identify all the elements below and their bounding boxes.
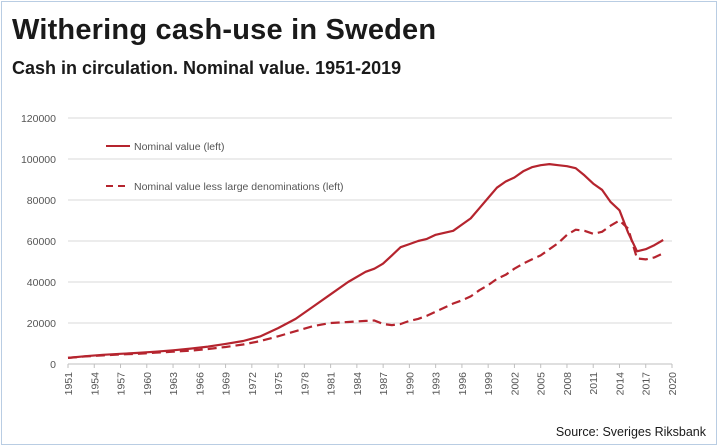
x-tick-label: 1990: [404, 372, 416, 396]
y-tick-label: 80000: [27, 195, 56, 207]
x-tick-label: 1972: [247, 372, 259, 396]
x-tick-label: 1984: [352, 372, 364, 396]
series-lines: [67, 163, 664, 359]
y-tick-label: 0: [50, 359, 56, 371]
x-tick-label: 2020: [667, 372, 679, 396]
series-line-less-large: [67, 219, 664, 359]
x-tick-label: 1999: [483, 372, 495, 396]
legend-label: Nominal value less large denominations (…: [134, 181, 344, 193]
x-tick-label: 1954: [89, 372, 101, 396]
chart-subtitle: Cash in circulation. Nominal value. 1951…: [12, 58, 402, 78]
x-tick-label: 1996: [457, 372, 469, 396]
y-tick-label: 100000: [21, 154, 56, 166]
legend-label: Nominal value (left): [134, 141, 224, 153]
y-axis-ticks: 0 20000 40000 60000 80000 100000 120000: [21, 113, 56, 371]
x-tick-label: 1957: [116, 372, 128, 396]
x-tick-label: 1975: [273, 372, 285, 396]
source-note: Source: Sveriges Riksbank: [555, 425, 706, 439]
y-tick-label: 40000: [27, 277, 56, 289]
series-line-nominal: [67, 163, 664, 359]
x-tick-label: 1978: [299, 372, 311, 396]
x-tick-label: 1987: [378, 372, 390, 396]
x-tick-label: 2014: [614, 372, 626, 396]
x-tick-label: 1960: [142, 372, 154, 396]
x-tick-label: 2002: [509, 372, 521, 396]
x-tick-label: 2011: [588, 372, 600, 395]
x-tick-label: 2017: [641, 372, 653, 396]
x-tick-label: 1951: [63, 372, 75, 396]
x-tick-label: 2008: [562, 372, 574, 396]
y-tick-label: 20000: [27, 318, 56, 330]
y-tick-label: 60000: [27, 236, 56, 248]
x-tick-label: 1966: [194, 372, 206, 396]
x-tick-label: 1963: [168, 372, 180, 396]
x-tick-label: 1969: [221, 372, 233, 396]
chart-title: Withering cash-use in Sweden: [12, 14, 437, 46]
x-tick-label: 1981: [326, 372, 338, 396]
x-axis-ticks: 1951 1954 1957 1960 1963 1966 1969 1972 1975 1978…: [63, 364, 679, 395]
legend: Nominal value (left) Nominal value less l…: [106, 141, 344, 193]
y-tick-label: 120000: [21, 113, 56, 125]
gridlines: [68, 117, 672, 365]
x-tick-label: 2005: [536, 372, 548, 396]
x-tick-label: 1993: [431, 372, 443, 396]
